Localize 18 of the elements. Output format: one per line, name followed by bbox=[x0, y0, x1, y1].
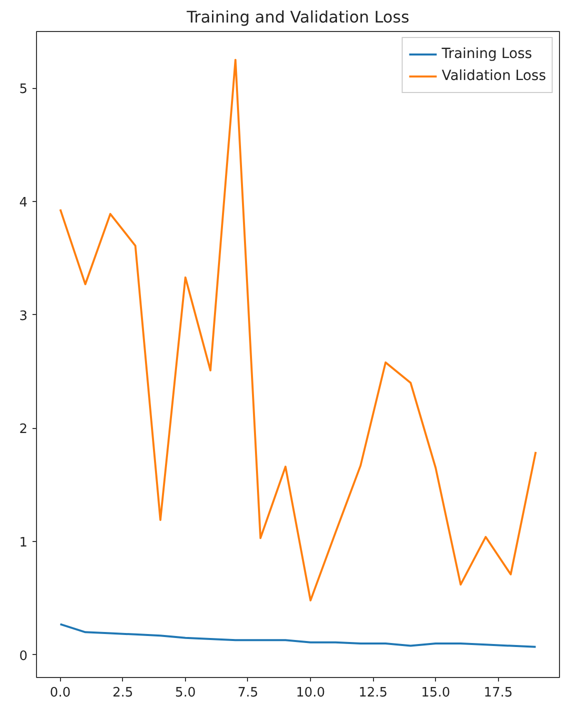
x-tick-label: 15.0 bbox=[421, 686, 450, 700]
x-tick-label: 7.5 bbox=[238, 686, 258, 700]
y-tick-label: 1 bbox=[19, 536, 28, 550]
x-tick-label: 17.5 bbox=[484, 686, 513, 700]
x-tick-label: 0.0 bbox=[50, 686, 71, 700]
x-tick-label: 5.0 bbox=[175, 686, 196, 700]
x-tick-label: 10.0 bbox=[296, 686, 325, 700]
x-tick-label: 12.5 bbox=[358, 686, 388, 700]
y-tick-label: 3 bbox=[19, 308, 28, 324]
legend-label: Validation Loss bbox=[442, 68, 546, 84]
y-tick-label: 5 bbox=[19, 82, 28, 98]
legend-label: Training Loss bbox=[442, 46, 532, 62]
line-series bbox=[59, 623, 537, 648]
y-tick-label: 2 bbox=[19, 422, 28, 438]
x-tick-label: 2.5 bbox=[112, 686, 134, 700]
y-tick-label: 4 bbox=[19, 196, 28, 210]
y-tick-label: 0 bbox=[19, 648, 28, 664]
chart-title: Training and Validation Loss bbox=[186, 8, 410, 26]
